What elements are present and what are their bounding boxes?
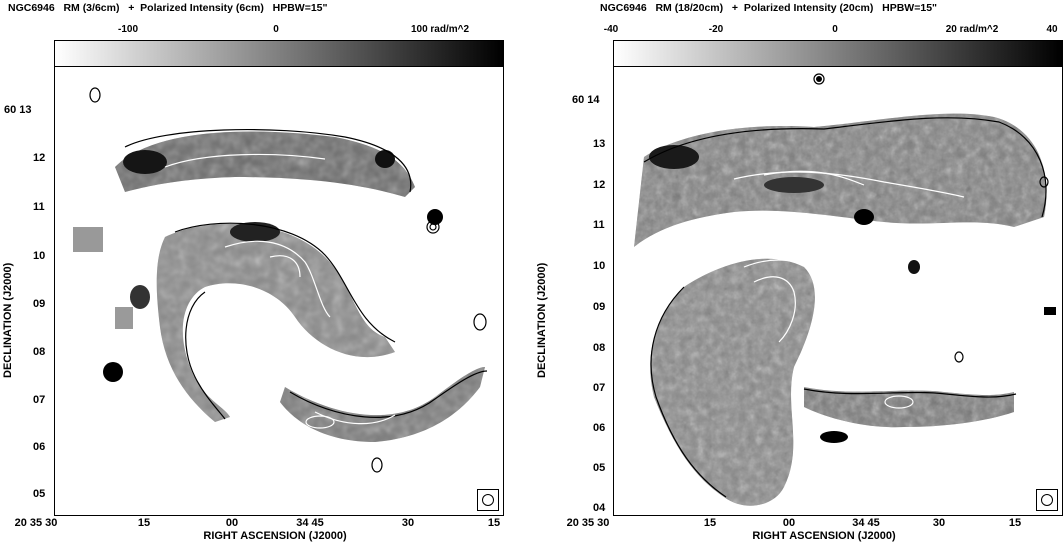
y-tick-label: 08 [33, 346, 46, 358]
y-tick-label: 09 [33, 298, 46, 310]
colorbar-tick: 0 [273, 24, 279, 35]
colorbar-tick: -100 [117, 24, 139, 35]
x-tick-label: 20 35 30 [14, 517, 58, 529]
x-tick-label: 15 [137, 517, 151, 529]
beam-size-indicator [1036, 489, 1058, 511]
colorbar [54, 40, 504, 68]
y-tick-label: 08 [593, 342, 606, 354]
x-tick-label: 30 [401, 517, 415, 529]
x-tick-label: 15 [1008, 517, 1022, 529]
polarization-map [54, 66, 504, 516]
y-tick-label: 13 [593, 138, 606, 150]
y-axis-label: DECLINATION (J2000) [2, 262, 14, 378]
rm-map-panel-18-20cm: NGC6946 RM (18/20cm) + Polarized Intensi… [532, 0, 1063, 544]
polarized-intensity-contours [89, 87, 488, 473]
y-tick-label: 10 [33, 250, 46, 262]
colorbar-tick: 100 rad/m^2 [410, 24, 470, 35]
colorbar-tick: -40 [603, 24, 619, 35]
y-tick-label: 07 [33, 394, 46, 406]
y-axis-label: DECLINATION (J2000) [536, 262, 548, 378]
panel-title: NGC6946 RM (3/6cm) + Polarized Intensity… [8, 2, 328, 14]
x-axis-label: RIGHT ASCENSION (J2000) [203, 530, 347, 542]
x-tick-label: 20 35 30 [566, 517, 610, 529]
rm-map-panel-3-6cm: NGC6946 RM (3/6cm) + Polarized Intensity… [0, 0, 531, 544]
x-tick-label: 15 [487, 517, 501, 529]
x-tick-label: 15 [703, 517, 717, 529]
rm-image [634, 73, 1056, 506]
rm-image [73, 87, 488, 473]
y-tick-label: 05 [33, 488, 46, 500]
colorbar-gradient [614, 41, 1062, 67]
colorbar-tick: 0 [832, 24, 838, 35]
x-axis-label: RIGHT ASCENSION (J2000) [752, 530, 896, 542]
y-tick-label: 11 [593, 219, 605, 231]
x-tick-label: 30 [932, 517, 946, 529]
colorbar-gradient [55, 41, 503, 67]
y-tick-label: 11 [33, 201, 45, 213]
rm-emission [73, 131, 485, 442]
y-tick-label: 04 [593, 502, 606, 514]
y-tick-label: 12 [593, 179, 606, 191]
y-tick-label: 05 [593, 462, 606, 474]
panel-title: NGC6946 RM (18/20cm) + Polarized Intensi… [600, 2, 938, 14]
colorbar-tick: 20 rad/m^2 [945, 24, 999, 35]
y-tick-label: 09 [593, 301, 606, 313]
colorbar-tick: -20 [708, 24, 724, 35]
beam-size-indicator [477, 489, 499, 511]
x-tick-label: 34 45 [852, 517, 880, 529]
rm-emission [634, 76, 1056, 506]
y-tick-label: 60 14 [572, 94, 600, 106]
y-tick-label: 07 [593, 382, 606, 394]
colorbar-tick: 40 [1046, 24, 1058, 35]
y-tick-label: 60 13 [4, 104, 32, 116]
polarized-intensity-contours [643, 73, 1049, 498]
y-tick-label: 12 [33, 152, 46, 164]
y-tick-label: 10 [593, 260, 606, 272]
colorbar [613, 40, 1063, 68]
y-tick-label: 06 [33, 441, 46, 453]
x-tick-label: 34 45 [296, 517, 324, 529]
polarization-map [613, 66, 1063, 516]
x-tick-label: 00 [225, 517, 239, 529]
x-tick-label: 00 [782, 517, 796, 529]
y-tick-label: 06 [593, 422, 606, 434]
